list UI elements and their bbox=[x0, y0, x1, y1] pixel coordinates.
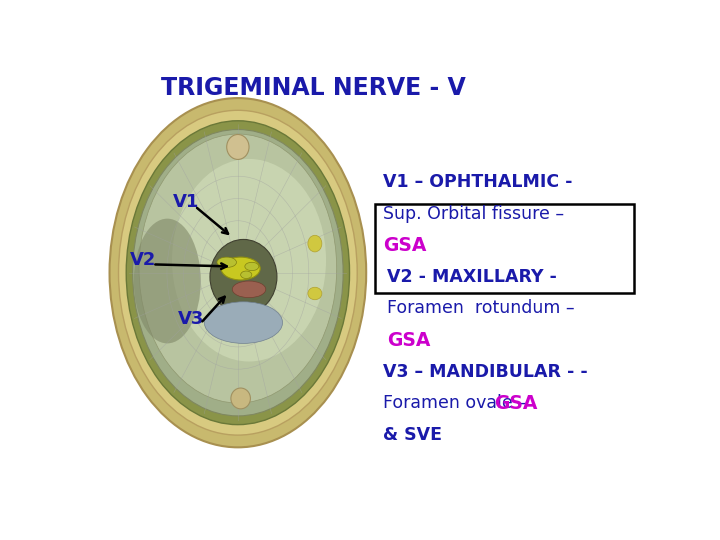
Text: V2 - MAXILLARY -: V2 - MAXILLARY - bbox=[387, 268, 557, 286]
Ellipse shape bbox=[217, 257, 236, 267]
Text: & SVE: & SVE bbox=[383, 426, 442, 444]
Text: Foramen ovale –: Foramen ovale – bbox=[383, 394, 533, 412]
Text: GSA: GSA bbox=[383, 236, 426, 255]
Text: Sup. Orbital fissure –: Sup. Orbital fissure – bbox=[383, 205, 564, 222]
Ellipse shape bbox=[204, 302, 282, 343]
Text: V1: V1 bbox=[173, 193, 199, 211]
Text: V2: V2 bbox=[130, 251, 156, 269]
Text: GSA: GSA bbox=[495, 394, 538, 413]
Text: V3: V3 bbox=[178, 310, 204, 328]
Text: Foramen  rotundum –: Foramen rotundum – bbox=[387, 299, 575, 318]
Ellipse shape bbox=[172, 159, 326, 361]
Text: V3 – MANDIBULAR - -: V3 – MANDIBULAR - - bbox=[383, 362, 588, 381]
Ellipse shape bbox=[308, 235, 322, 252]
Ellipse shape bbox=[245, 262, 258, 271]
Text: V1 – OPHTHALMIC -: V1 – OPHTHALMIC - bbox=[383, 173, 572, 191]
Ellipse shape bbox=[139, 134, 337, 403]
Ellipse shape bbox=[231, 388, 251, 409]
Ellipse shape bbox=[134, 219, 201, 343]
Ellipse shape bbox=[126, 121, 349, 424]
Ellipse shape bbox=[210, 239, 277, 314]
Ellipse shape bbox=[119, 110, 357, 435]
Ellipse shape bbox=[240, 271, 252, 279]
Text: GSA: GSA bbox=[387, 331, 431, 350]
Ellipse shape bbox=[109, 98, 366, 447]
Text: TRIGEMINAL NERVE - V: TRIGEMINAL NERVE - V bbox=[161, 76, 466, 100]
Ellipse shape bbox=[132, 130, 343, 416]
Ellipse shape bbox=[227, 134, 249, 159]
Ellipse shape bbox=[308, 287, 322, 300]
Ellipse shape bbox=[221, 257, 260, 280]
Ellipse shape bbox=[233, 281, 266, 298]
